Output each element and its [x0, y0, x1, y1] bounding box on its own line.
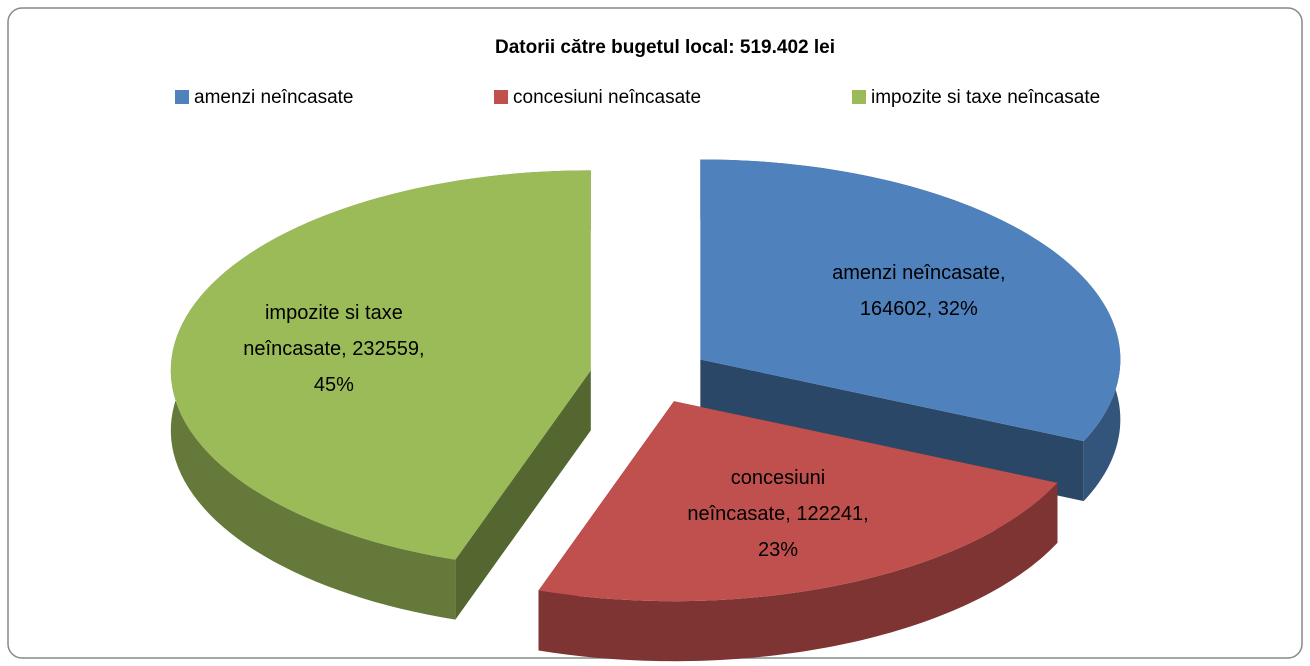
- legend-label: amenzi neîncasate: [194, 87, 354, 108]
- legend-swatch: [852, 90, 866, 104]
- data-label: impozite si taxe neîncasate, 232559, 45%: [243, 302, 424, 396]
- legend-swatch: [175, 90, 189, 104]
- slice-top: [170, 170, 591, 560]
- data-label-line: impozite si taxe: [265, 302, 403, 324]
- pie-slice: [538, 401, 1058, 662]
- data-label-line: concesiuni: [731, 467, 826, 489]
- data-label-line: neîncasate, 232559,: [243, 338, 424, 360]
- data-label-line: neîncasate, 122241,: [687, 503, 868, 525]
- legend-label: concesiuni neîncasate: [513, 87, 701, 108]
- data-label-line: 45%: [314, 374, 354, 396]
- data-label: amenzi neîncasate, 164602, 32%: [832, 262, 1005, 320]
- data-label-line: amenzi neîncasate,: [832, 262, 1005, 284]
- pie-slice: [700, 159, 1121, 502]
- chart-title: Datorii către bugetul local: 519.402 lei: [495, 37, 835, 58]
- legend-swatch: [494, 90, 508, 104]
- slice-wall: [538, 482, 1058, 662]
- data-label-line: 23%: [758, 539, 798, 561]
- legend-label: impozite si taxe neîncasate: [871, 87, 1100, 108]
- data-label-line: 164602, 32%: [860, 298, 978, 320]
- slice-top: [538, 401, 1058, 602]
- pie-slice: [170, 170, 591, 620]
- slice-side: [700, 359, 1084, 502]
- data-label: concesiuni neîncasate, 122241, 23%: [687, 467, 868, 561]
- slice-top: [700, 159, 1121, 442]
- slice-side: [455, 370, 591, 620]
